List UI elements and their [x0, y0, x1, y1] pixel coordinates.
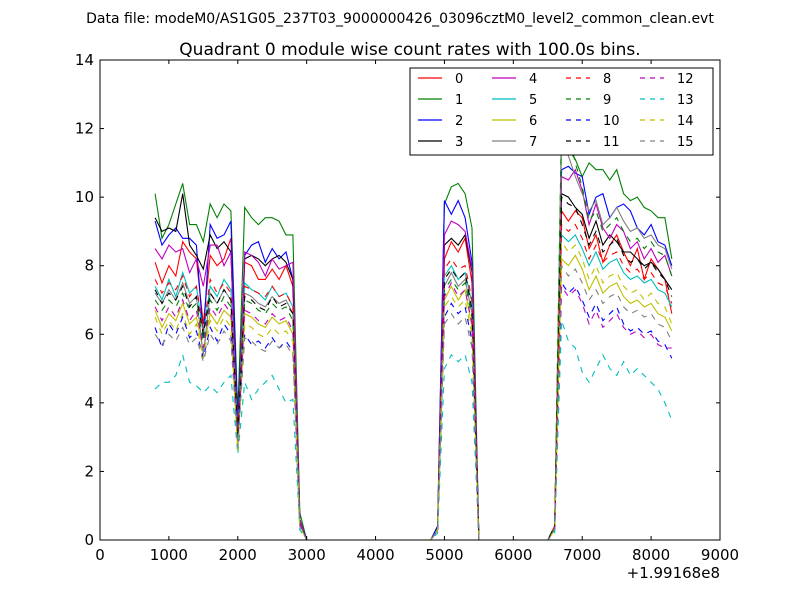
legend-label-15: 15	[677, 135, 694, 150]
x-offset-label: +1.99168e8	[627, 564, 720, 582]
legend-label-1: 1	[455, 93, 463, 108]
y-tick-label: 0	[84, 531, 94, 549]
plot-frame	[99, 59, 721, 541]
series-layer	[154, 118, 673, 540]
series-line-11	[154, 195, 673, 540]
legend-label-7: 7	[529, 135, 537, 150]
x-tick-label: 3000	[288, 546, 326, 564]
legend-label-9: 9	[603, 93, 611, 108]
y-tick-label: 14	[75, 51, 94, 69]
y-tick-label: 6	[84, 325, 94, 343]
x-tick-label: 4000	[356, 546, 394, 564]
y-tick-label: 2	[84, 462, 94, 480]
x-tick-label: 9000	[701, 546, 739, 564]
x-tick-label: 1000	[150, 546, 188, 564]
x-tick-label: 2000	[219, 546, 257, 564]
legend-label-6: 6	[529, 114, 537, 129]
y-tick-label: 4	[84, 394, 94, 412]
legend-label-12: 12	[677, 72, 694, 87]
legend-label-2: 2	[455, 114, 463, 129]
y-tick-label: 8	[84, 257, 94, 275]
legend-label-3: 3	[455, 135, 463, 150]
x-tick-label: 5000	[425, 546, 463, 564]
legend-label-5: 5	[529, 93, 537, 108]
x-tick-label: 6000	[494, 546, 532, 564]
plot-area	[99, 59, 721, 541]
chart-title: Quadrant 0 module wise count rates with …	[179, 40, 640, 60]
x-tick-label: 7000	[563, 546, 601, 564]
legend-label-10: 10	[603, 114, 620, 129]
series-line-15	[154, 263, 673, 540]
legend-label-14: 14	[677, 114, 694, 129]
legend-label-0: 0	[455, 72, 463, 87]
x-tick-label: 8000	[632, 546, 670, 564]
series-line-1	[154, 124, 673, 540]
chart-suptitle: Data file: modeM0/AS1G05_237T03_90000004…	[86, 11, 714, 27]
axes: 0 1000 2000 3000 4000 5000 6000 7000 8000 9000 0 2 4…	[75, 51, 739, 564]
series-line-6	[154, 254, 673, 540]
legend-label-11: 11	[603, 135, 620, 150]
legend-label-8: 8	[603, 72, 611, 87]
y-tick-label: 12	[75, 120, 94, 138]
legend-label-4: 4	[529, 72, 537, 87]
series-line-12	[154, 281, 672, 540]
x-tick-label: 0	[95, 546, 105, 564]
series-line-9	[154, 118, 673, 540]
y-tick-label: 10	[75, 188, 94, 206]
legend-label-13: 13	[677, 93, 694, 108]
